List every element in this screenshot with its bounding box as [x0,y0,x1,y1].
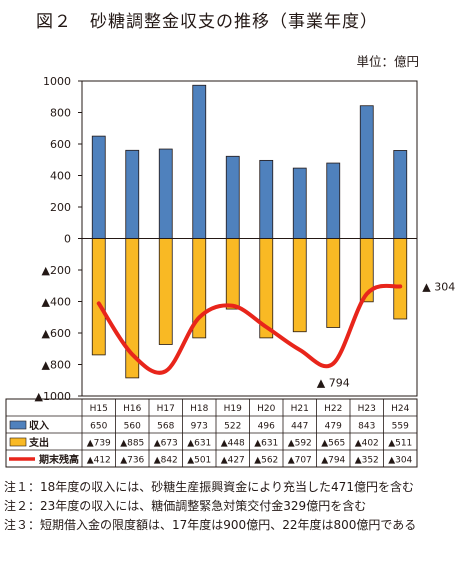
y-tick-label: ▲1000 [35,390,71,403]
bar-income [158,148,173,239]
data-table-cell: 973 [191,422,208,432]
bar-income [225,155,240,239]
legend-swatch [9,420,27,430]
data-table-cell: 479 [325,422,342,432]
y-tick-label: 800 [50,107,71,120]
note-3-text: 短期借入金の限度額は、17年度は900億円、22年度は800億円である [40,518,417,532]
data-table-cell: ▲739 [87,439,111,449]
bar-expense [326,238,341,328]
note-1: 注１： 18年度の収入には、砂糖生産振興資金により充当した471億円を含む [4,478,450,497]
x-tick-label: H16 [123,404,141,414]
data-table-cell: ▲412 [87,456,111,466]
y-tick-label: ▲800 [42,359,71,372]
data-table-cell: ▲304 [388,456,412,466]
bar-income [359,105,374,239]
unit-label: 単位：億円 [356,54,419,69]
x-tick-label: H19 [224,404,242,414]
notes: 注１： 18年度の収入には、砂糖生産振興資金により充当した471億円を含む 注２… [4,478,450,535]
x-tick-label: H22 [324,404,342,414]
bar-income [125,149,140,239]
y-tick-label: ▲200 [42,264,71,277]
legend-label: 収入 [29,420,49,432]
y-tick-label: 200 [50,201,71,214]
data-table-cell: ▲842 [154,456,178,466]
data-table-cell: ▲352 [355,456,379,466]
bar-expense [393,238,408,320]
note-3-label: 注３： [4,518,41,532]
y-tick-label: 600 [50,138,71,151]
note-2: 注２： 23年度の収入には、糖価調整緊急対策交付金329億円を含む [4,497,450,516]
legend-label: 期末残高 [39,453,79,466]
data-annotation: ▲ 304 [422,280,455,293]
data-table-cell: ▲631 [187,439,211,449]
data-table-cell: ▲794 [321,456,345,466]
note-1-text: 18年度の収入には、砂糖生産振興資金により充当した471億円を含む [40,480,414,494]
data-table-cell: ▲565 [321,439,345,449]
x-tick-label: H15 [90,404,108,414]
bar-income [292,167,307,239]
data-table-cell: 447 [291,422,308,432]
x-tick-label: H20 [257,404,275,414]
sugar-balance-chart: 1000 800 600 400 200 0 ▲200 ▲400 ▲600 ▲800 ▲1000 ▲ … [5,75,455,468]
y-tick-label: 1000 [43,75,71,88]
bar-income [393,150,408,239]
bar-income [91,135,106,239]
data-table-cell: ▲631 [254,439,278,449]
note-3: 注３： 短期借入金の限度額は、17年度は900億円、22年度は800億円である [4,516,450,535]
x-tick-label: H23 [358,404,376,414]
data-table-cell: 560 [124,422,141,432]
data-table-cell: ▲673 [154,439,178,449]
bar-income [192,84,207,239]
note-2-text: 23年度の収入には、糖価調整緊急対策交付金329億円を含む [40,499,367,513]
data-table-cell: 843 [358,422,375,432]
bar-expense [91,238,106,356]
data-table-cell: ▲885 [120,439,144,449]
y-tick-label: ▲400 [42,296,71,309]
y-tick-label: 400 [50,170,71,183]
bar-income [326,162,341,239]
data-table-cell: ▲448 [221,439,245,449]
data-table-cell: 496 [258,422,275,432]
legend-label: 支出 [28,436,49,449]
legend-swatch [9,437,27,447]
note-2-label: 注２： [4,499,41,513]
data-annotation: ▲ 794 [317,377,350,390]
note-1-label: 注１： [4,480,41,494]
data-table-cell: 650 [90,422,107,432]
data-table-cell: ▲562 [254,456,278,466]
y-tick-label: 0 [64,233,71,246]
x-tick-label: H21 [291,404,309,414]
x-tick-label: H18 [190,404,208,414]
data-table-cell: ▲511 [388,439,412,449]
x-tick-label: H24 [391,404,409,414]
x-tick-label: H17 [157,404,175,414]
chart-title: 図２ 砂糖調整金収支の推移（事業年度） [36,12,378,32]
data-table-cell: ▲736 [120,456,144,466]
y-tick-label: ▲600 [42,327,71,340]
data-table-cell: ▲707 [288,456,312,466]
data-table-cell: 559 [392,422,409,432]
bar-income [259,159,274,239]
data-table-cell: 568 [157,422,174,432]
data-table-cell: 522 [224,422,241,432]
line-balance [96,283,403,375]
data-table-cell: ▲592 [288,439,312,449]
bar-expense [225,238,240,310]
data-table-cell: ▲427 [221,456,245,466]
data-table-cell: ▲501 [187,456,211,466]
bar-expense [158,238,173,345]
bar-expense [292,238,307,333]
data-table-cell: ▲402 [355,439,379,449]
